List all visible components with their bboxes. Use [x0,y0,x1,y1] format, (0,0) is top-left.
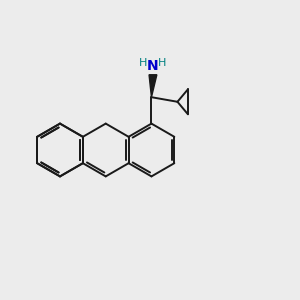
Text: N: N [147,59,159,74]
Text: H: H [139,58,148,68]
Polygon shape [149,75,157,97]
Text: H: H [158,58,167,68]
